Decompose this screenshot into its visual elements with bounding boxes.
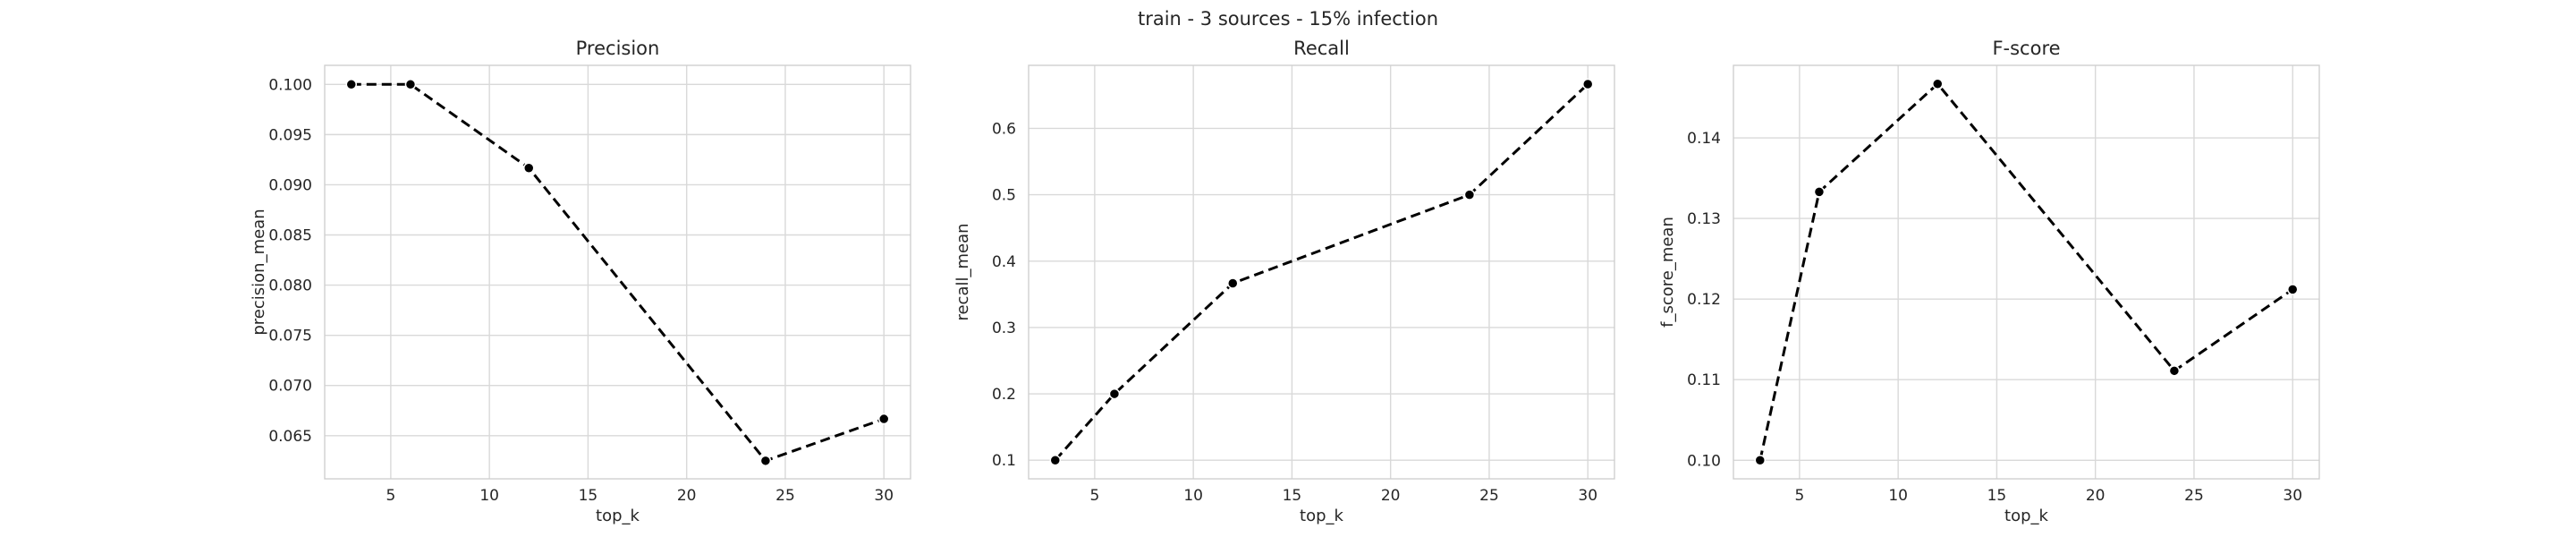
y-tick-label: 0.3	[992, 320, 1016, 337]
subplot-recall: 5 10 15 20 25 30 0.1 0.2 0.3 0.4 0.5 0.6 Recall top_k…	[953, 38, 1615, 525]
x-tick-label: 10	[1183, 487, 1203, 505]
x-tick-label: 20	[677, 487, 697, 505]
y-tick-label: 0.070	[268, 378, 312, 396]
y-tick-label: 0.13	[1687, 210, 1721, 228]
panel-title: Precision	[576, 38, 660, 59]
y-tick-label: 0.065	[268, 428, 312, 446]
x-tick-label: 20	[1381, 487, 1401, 505]
y-tick-label: 0.1	[992, 452, 1016, 470]
y-axis-label: f_score_mean	[1658, 217, 1677, 328]
data-point	[1108, 388, 1121, 400]
y-tick-label: 0.11	[1687, 371, 1721, 389]
data-point	[345, 79, 358, 90]
x-tick-label: 25	[775, 487, 795, 505]
y-axis-label: recall_mean	[953, 223, 972, 320]
grid-precision	[325, 65, 911, 479]
y-tick-label: 0.100	[268, 76, 312, 94]
x-tick-label: 5	[386, 487, 395, 505]
data-point	[2168, 365, 2181, 377]
panel-title: Recall	[1293, 38, 1350, 59]
data-point	[1754, 455, 1767, 466]
x-tick-label: 25	[2184, 487, 2204, 505]
panel-title: F-score	[1992, 38, 2060, 59]
y-tick-label: 0.090	[268, 176, 312, 194]
data-point	[1813, 186, 1826, 198]
y-tick-label: 0.2	[992, 386, 1016, 404]
axes-frame	[1028, 64, 1615, 480]
subplot-precision: 5 10 15 20 25 30 0.065 0.070 0.075 0.080 0.085 0.09…	[250, 38, 911, 525]
x-tick-label: 30	[874, 487, 894, 505]
x-tick-label: 25	[1479, 487, 1499, 505]
x-tick-label: 10	[479, 487, 499, 505]
x-tick-label: 15	[579, 487, 598, 505]
y-tick-label: 0.5	[992, 187, 1016, 205]
axes-frame	[1733, 64, 2320, 480]
grid-f-score	[1733, 65, 2319, 479]
data-point	[759, 455, 772, 467]
data-point	[523, 162, 535, 174]
x-tick-label: 20	[2086, 487, 2106, 505]
y-tick-label: 0.075	[268, 328, 312, 345]
x-axis-label: top_k	[1300, 507, 1343, 525]
x-tick-label: 15	[1283, 487, 1302, 505]
x-tick-label: 10	[1888, 487, 1908, 505]
x-tick-label: 30	[1578, 487, 1597, 505]
grid-recall	[1029, 65, 1614, 479]
axes-frame	[324, 64, 911, 480]
y-tick-label: 0.14	[1687, 130, 1721, 148]
data-point	[1227, 277, 1239, 289]
y-tick-label: 0.6	[992, 120, 1016, 138]
y-tick-label: 0.085	[268, 227, 312, 245]
subplot-panels: 5 10 15 20 25 30 0.065 0.070 0.075 0.080 0.085 0.09…	[250, 38, 2320, 525]
figure-suptitle: train - 3 sources - 15% infection	[1138, 8, 1438, 30]
data-point	[1049, 454, 1062, 466]
y-tick-label: 0.080	[268, 277, 312, 295]
data-point	[1463, 189, 1476, 200]
data-point	[877, 413, 890, 425]
x-tick-label: 15	[1987, 487, 2007, 505]
x-tick-label: 5	[1794, 487, 1804, 505]
data-point	[404, 79, 417, 90]
x-tick-label: 30	[2283, 487, 2302, 505]
data-point	[1932, 78, 1944, 90]
data-point	[1581, 78, 1594, 90]
y-tick-label: 0.10	[1687, 452, 1721, 470]
y-tick-label: 0.095	[268, 126, 312, 144]
x-axis-label: top_k	[2004, 507, 2048, 525]
x-axis-label: top_k	[596, 507, 640, 525]
y-tick-label: 0.12	[1687, 291, 1721, 309]
y-axis-label: precision_mean	[250, 209, 268, 335]
x-tick-label: 5	[1089, 487, 1099, 505]
data-point	[2286, 284, 2299, 295]
y-tick-label: 0.4	[992, 253, 1016, 271]
subplot-f-score: 5 10 15 20 25 30 0.10 0.11 0.12 0.13 0.14 F-score to…	[1658, 38, 2320, 525]
